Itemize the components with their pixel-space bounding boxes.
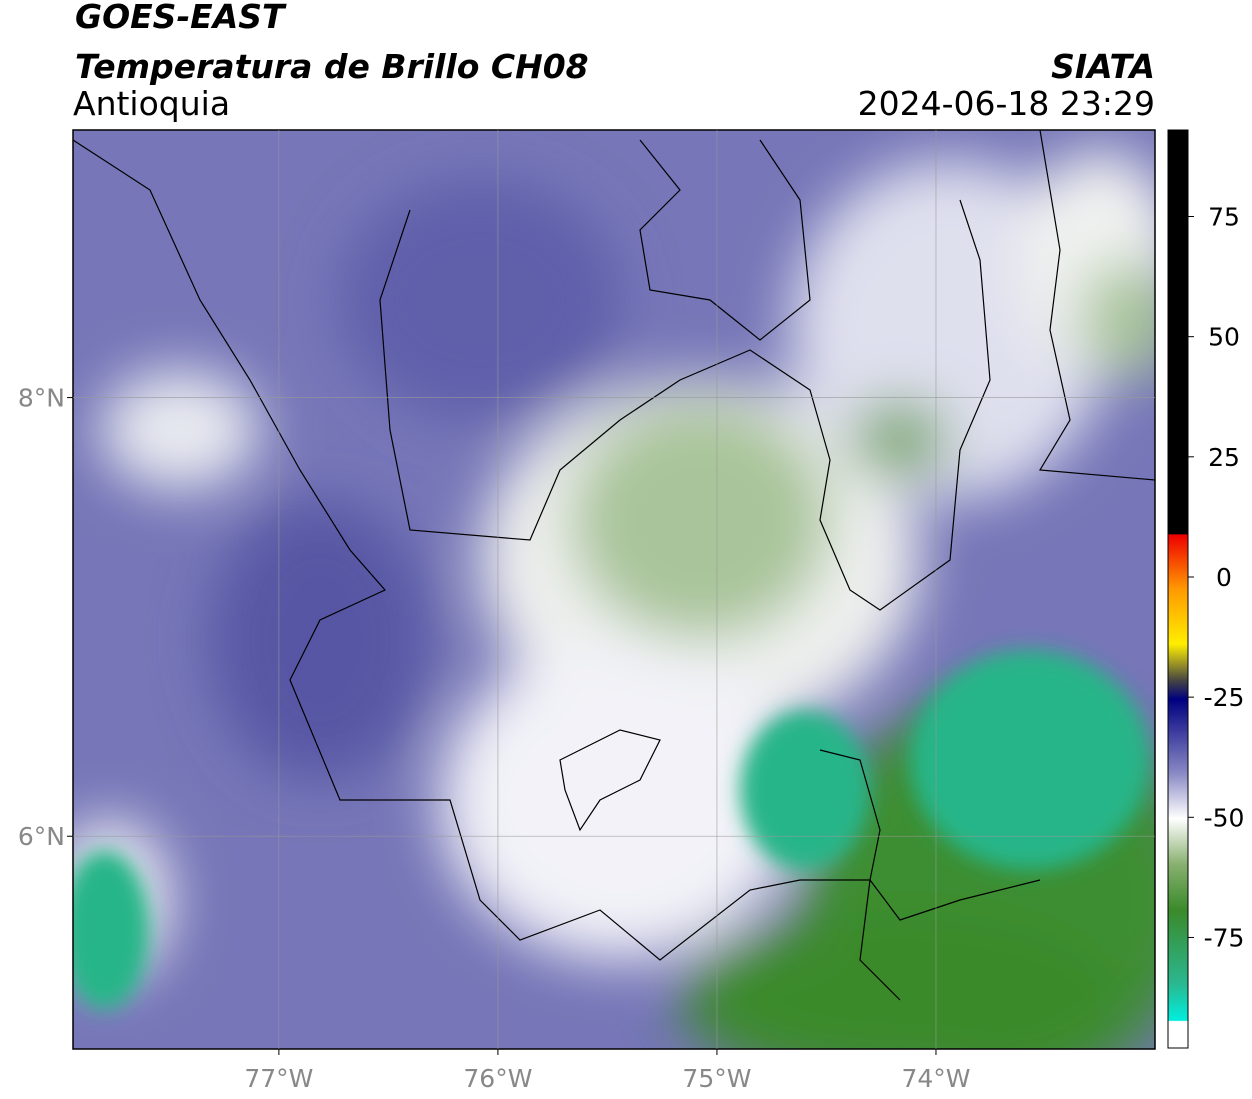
datetime-label: 2024-06-18 23:29 — [858, 84, 1155, 123]
y-tick-label: 8°N — [18, 384, 65, 413]
colorbar-tick-label: 25 — [1208, 443, 1240, 472]
x-tick-label: 75°W — [682, 1064, 751, 1093]
agency-label: SIATA — [1051, 47, 1155, 86]
colorbar-tick-label: 50 — [1208, 323, 1240, 352]
x-tick-label: 74°W — [901, 1064, 970, 1093]
map-frame — [72, 129, 1156, 1050]
colorbar-tick-label: -75 — [1204, 923, 1245, 952]
colorbar-tick-label: -25 — [1204, 683, 1245, 712]
product-title: Temperatura de Brillo CH08 — [75, 47, 589, 86]
colorbar-tick-label: 0 — [1216, 563, 1232, 592]
satellite-title: GOES-EAST — [75, 0, 287, 36]
x-tick-label: 77°W — [244, 1064, 313, 1093]
colorbar-tick-label: 75 — [1208, 203, 1240, 232]
y-tick-label: 6°N — [18, 822, 65, 851]
map-imagery — [73, 130, 1155, 1049]
x-tick-label: 76°W — [463, 1064, 532, 1093]
region-label: Antioquia — [73, 84, 230, 123]
colorbar — [1167, 129, 1189, 1049]
colorbar-tick-label: -50 — [1204, 803, 1245, 832]
